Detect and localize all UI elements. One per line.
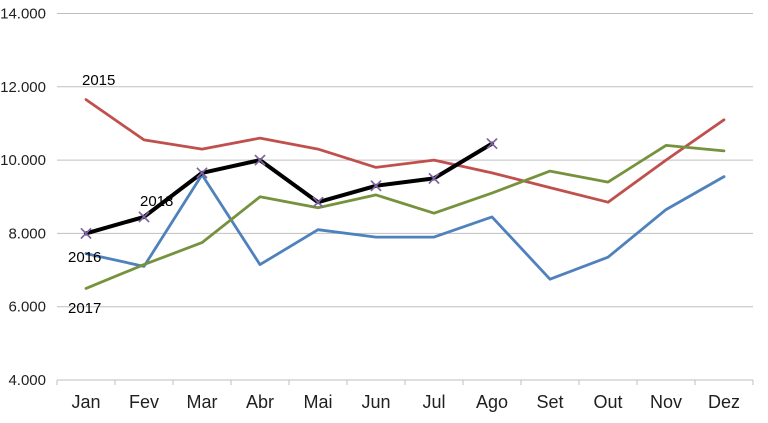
series-line-2015 xyxy=(84,98,726,204)
y-axis-tick-label: 12.000 xyxy=(0,79,46,96)
series-line-2018 xyxy=(84,141,494,236)
series-line-2017 xyxy=(84,143,726,290)
x-axis-tick-label: Out xyxy=(593,392,622,412)
y-axis-tick-label: 14.000 xyxy=(0,6,46,23)
series-marker-x-2018 xyxy=(312,196,324,208)
x-axis-tick-label: Ago xyxy=(476,392,508,412)
x-axis-tick-label: Jul xyxy=(422,392,445,412)
y-axis-tick-label: 4.000 xyxy=(8,372,46,389)
series-label-2016: 2016 xyxy=(68,249,101,266)
series-marker-x-2018 xyxy=(370,180,382,192)
series-label-2015: 2015 xyxy=(82,72,115,89)
x-axis-tick-label: Abr xyxy=(246,392,274,412)
series-marker-x-2018 xyxy=(428,172,440,184)
x-axis-tick-label: Jan xyxy=(71,392,100,412)
series-marker-x-2018 xyxy=(254,154,266,166)
y-axis-tick-label: 10.000 xyxy=(0,152,46,169)
x-axis-tick-label: Jun xyxy=(361,392,390,412)
series-marker-x-2018 xyxy=(486,138,498,150)
x-axis-tick-label: Nov xyxy=(650,392,682,412)
y-axis-tick-label: 6.000 xyxy=(8,299,46,316)
x-axis-tick-label: Set xyxy=(536,392,563,412)
series-marker-x-2018 xyxy=(138,211,150,223)
x-axis-tick-label: Mar xyxy=(187,392,218,412)
series-line-2016 xyxy=(84,173,726,281)
series-label-2017: 2017 xyxy=(68,300,101,317)
x-axis-tick-label: Fev xyxy=(129,392,159,412)
y-axis-tick-label: 8.000 xyxy=(8,225,46,242)
x-axis-tick-label: Mai xyxy=(303,392,332,412)
series-marker-x-2018 xyxy=(80,227,92,239)
x-axis-tick-label: Dez xyxy=(708,392,740,412)
series-marker-x-2018 xyxy=(196,167,208,179)
series-label-2018: 2018 xyxy=(140,193,173,210)
